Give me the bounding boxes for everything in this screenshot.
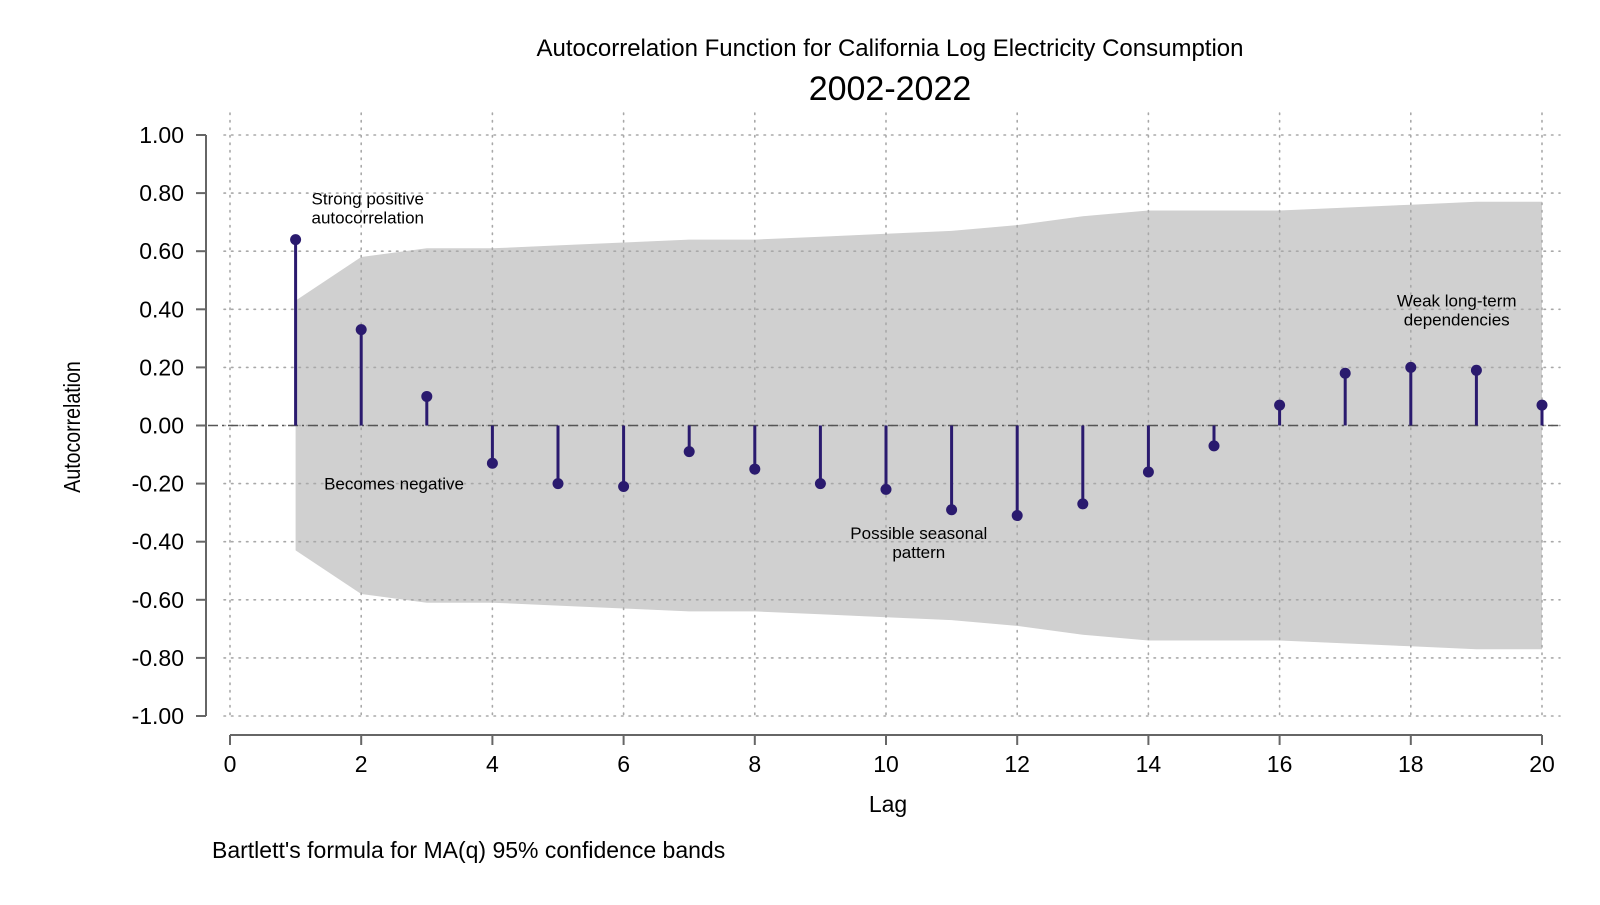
marker-lag-3 bbox=[421, 390, 433, 402]
annotation-layer: Strong positive autocorrelation Becomes ne… bbox=[312, 190, 1517, 562]
x-tick-label-8: 16 bbox=[1267, 751, 1293, 777]
y-tick-label-9: -0.80 bbox=[132, 645, 184, 671]
stem-layer bbox=[290, 234, 1548, 522]
annotation-3: Weak long-term dependencies bbox=[1397, 291, 1517, 329]
marker-lag-2 bbox=[355, 324, 367, 336]
marker-lag-16 bbox=[1274, 399, 1286, 411]
marker-lag-10 bbox=[880, 483, 892, 495]
annotation-3-line-1: dependencies bbox=[1404, 310, 1510, 329]
y-axis-title: Autocorrelation bbox=[60, 361, 86, 492]
x-tick-label-1: 2 bbox=[355, 751, 368, 777]
marker-lag-15 bbox=[1208, 440, 1220, 452]
marker-lag-4 bbox=[486, 457, 498, 469]
x-tick-label-4: 8 bbox=[748, 751, 761, 777]
annotation-3-line-0: Weak long-term bbox=[1397, 291, 1517, 310]
axis-layer bbox=[196, 134, 1543, 745]
marker-lag-13 bbox=[1077, 498, 1089, 510]
marker-lag-5 bbox=[552, 478, 564, 490]
x-tick-label-5: 10 bbox=[873, 751, 899, 777]
y-tick-label-7: -0.40 bbox=[132, 529, 184, 555]
x-tick-label-6: 12 bbox=[1004, 751, 1030, 777]
confidence-band-layer bbox=[295, 201, 1543, 650]
y-tick-label-2: 0.60 bbox=[139, 238, 184, 264]
marker-lag-8 bbox=[749, 463, 761, 475]
annotation-1: Becomes negative bbox=[324, 474, 464, 493]
x-tick-label-10: 20 bbox=[1529, 751, 1555, 777]
y-tick-label-3: 0.40 bbox=[139, 296, 184, 322]
chart-note: Bartlett's formula for MA(q) 95% confide… bbox=[212, 837, 725, 863]
annotation-0-line-1: autocorrelation bbox=[312, 209, 424, 228]
marker-lag-17 bbox=[1339, 367, 1351, 379]
annotation-2-line-0: Possible seasonal bbox=[850, 524, 987, 543]
y-tick-label-4: 0.20 bbox=[139, 354, 184, 380]
y-tick-label-5: 0.00 bbox=[139, 413, 184, 439]
x-tick-label-3: 6 bbox=[617, 751, 630, 777]
tick-label-layer: 1.00 0.80 0.60 0.40 0.20 0.00 -0.20 -0.40 -0.60 -… bbox=[132, 122, 1555, 777]
y-tick-label-6: -0.20 bbox=[132, 471, 184, 497]
x-tick-label-0: 0 bbox=[224, 751, 237, 777]
marker-lag-18 bbox=[1405, 361, 1417, 373]
annotation-2-line-1: pattern bbox=[892, 543, 945, 562]
y-tick-label-10: -1.00 bbox=[132, 703, 184, 729]
x-tick-label-9: 18 bbox=[1398, 751, 1424, 777]
marker-lag-14 bbox=[1142, 466, 1154, 478]
marker-lag-11 bbox=[946, 504, 958, 516]
annotation-2: Possible seasonal pattern bbox=[850, 524, 987, 562]
chart-title: Autocorrelation Function for California … bbox=[536, 35, 1243, 62]
annotation-1-line-0: Becomes negative bbox=[324, 474, 464, 493]
marker-lag-20 bbox=[1536, 399, 1548, 411]
annotation-0: Strong positive autocorrelation bbox=[312, 190, 424, 228]
grid-layer bbox=[223, 112, 1561, 717]
marker-lag-6 bbox=[618, 481, 630, 493]
marker-lag-1 bbox=[290, 234, 302, 246]
y-tick-label-1: 0.80 bbox=[139, 180, 184, 206]
y-tick-label-0: 1.00 bbox=[139, 122, 184, 148]
x-tick-label-2: 4 bbox=[486, 751, 499, 777]
marker-lag-9 bbox=[814, 478, 826, 490]
marker-lag-12 bbox=[1011, 510, 1023, 522]
confidence-band bbox=[295, 201, 1543, 650]
marker-lag-7 bbox=[683, 446, 695, 458]
annotation-0-line-0: Strong positive bbox=[312, 190, 424, 209]
chart-subtitle: 2002-2022 bbox=[809, 70, 972, 108]
x-tick-label-7: 14 bbox=[1136, 751, 1162, 777]
y-tick-label-8: -0.60 bbox=[132, 587, 184, 613]
marker-lag-19 bbox=[1470, 364, 1482, 376]
x-axis-title: Lag bbox=[869, 791, 907, 817]
